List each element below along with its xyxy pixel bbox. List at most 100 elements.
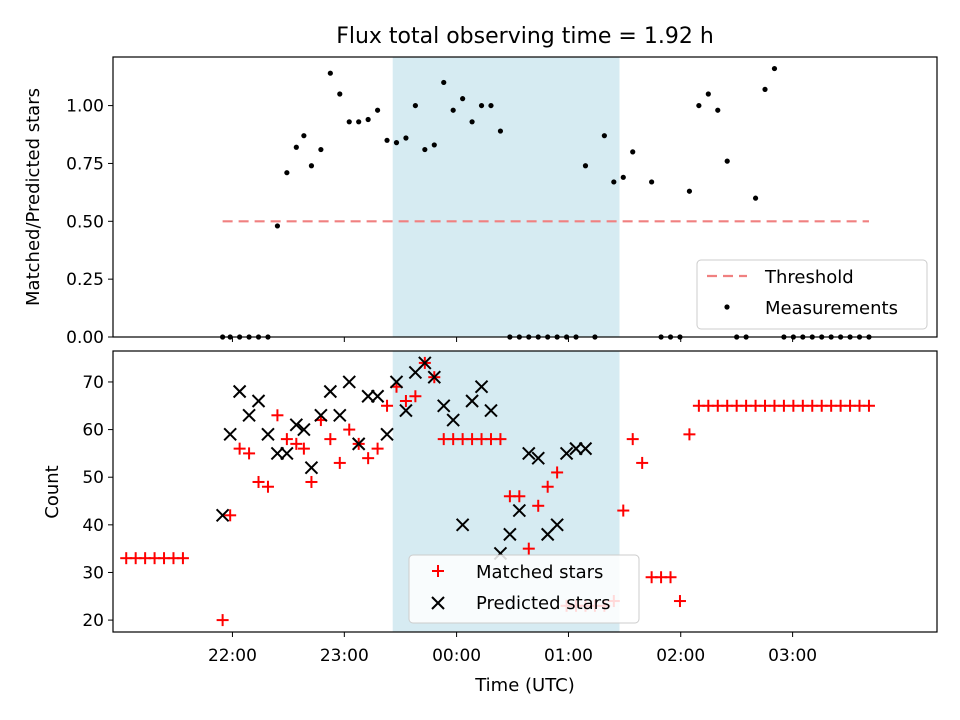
measurement-point bbox=[715, 107, 721, 113]
matched-star-point bbox=[532, 499, 545, 512]
bottom-ytick-label: 60 bbox=[82, 421, 104, 441]
predicted-star-point bbox=[304, 460, 319, 475]
top-ytick-label: 0.50 bbox=[66, 212, 104, 232]
bottom-ytick-label: 20 bbox=[82, 611, 104, 631]
measurement-point bbox=[346, 119, 352, 125]
matched-star-point bbox=[513, 490, 526, 503]
bottom-ytick-label: 70 bbox=[82, 373, 104, 393]
predicted-stars-points bbox=[215, 356, 593, 561]
measurement-point bbox=[611, 179, 617, 185]
predicted-star-point bbox=[323, 384, 338, 399]
predicted-star-point bbox=[437, 399, 451, 413]
legend-measurements-label: Measurements bbox=[765, 298, 898, 319]
predicted-star-point bbox=[251, 394, 266, 408]
measurement-point bbox=[431, 142, 437, 148]
top-shaded-span bbox=[392, 57, 620, 337]
measurement-point bbox=[384, 137, 390, 143]
measurement-point bbox=[469, 119, 475, 125]
predicted-star-point bbox=[289, 418, 304, 432]
predicted-star-point bbox=[370, 389, 385, 403]
measurement-point bbox=[696, 102, 702, 109]
measurement-point bbox=[308, 163, 315, 169]
predicted-star-point bbox=[484, 403, 498, 418]
matched-star-point bbox=[243, 447, 256, 460]
predicted-star-point bbox=[361, 389, 375, 403]
matched-star-point bbox=[683, 428, 696, 441]
measurement-point bbox=[460, 96, 466, 102]
measurement-point bbox=[337, 91, 343, 97]
measurement-point bbox=[274, 223, 281, 229]
matched-star-point bbox=[362, 452, 375, 465]
top-legend-frame bbox=[696, 259, 928, 330]
top-ticks: 0.00 0.25 0.50 0.75 1.00 bbox=[66, 97, 794, 348]
top-axes-frame bbox=[112, 56, 938, 338]
matched-star-point bbox=[626, 433, 639, 446]
predicted-star-point bbox=[270, 446, 285, 461]
bottom-ylabel: Count bbox=[42, 465, 63, 518]
predicted-star-point bbox=[297, 422, 311, 437]
measurement-point bbox=[327, 70, 333, 76]
matched-star-point bbox=[664, 571, 677, 584]
measurement-point bbox=[601, 133, 607, 139]
top-ytick-label: 1.00 bbox=[66, 97, 104, 117]
measurement-point bbox=[441, 79, 447, 86]
matched-star-point bbox=[862, 399, 875, 412]
measurement-point bbox=[374, 107, 381, 113]
predicted-star-point bbox=[427, 370, 441, 384]
bottom-axes: 20 30 40 50 60 70 22:00 23:00 00:00 01:00 02:00 03:… bbox=[42, 350, 938, 696]
measurement-point bbox=[356, 119, 362, 125]
legend-predicted-label: Predicted stars bbox=[476, 593, 610, 614]
predicted-star-point bbox=[261, 427, 275, 442]
measurement-point bbox=[771, 65, 778, 72]
matched-star-point bbox=[494, 433, 507, 446]
predicted-star-point bbox=[418, 356, 432, 370]
bottom-ytick-label: 50 bbox=[82, 468, 104, 488]
measurement-point bbox=[488, 102, 494, 109]
matched-star-point bbox=[261, 480, 274, 493]
top-ytick-label: 0.75 bbox=[66, 154, 104, 174]
matched-star-point bbox=[636, 456, 649, 469]
bottom-ytick-label: 40 bbox=[82, 516, 104, 536]
predicted-star-point bbox=[389, 375, 404, 389]
measurement-point bbox=[393, 140, 400, 146]
measurement-point bbox=[301, 133, 307, 139]
predicted-star-point bbox=[342, 375, 356, 389]
bottom-xtick-label: 23:00 bbox=[320, 646, 369, 666]
predicted-star-point bbox=[474, 380, 489, 394]
predicted-star-point bbox=[380, 427, 394, 442]
matched-star-point bbox=[290, 437, 303, 450]
predicted-star-point bbox=[569, 441, 583, 456]
measurement-point bbox=[284, 170, 290, 176]
bottom-xtick-label: 01:00 bbox=[544, 646, 593, 666]
measurement-point bbox=[403, 135, 409, 141]
measurement-point bbox=[762, 86, 768, 92]
legend-matched-label: Matched stars bbox=[476, 562, 603, 583]
top-ytick-label: 0.00 bbox=[66, 328, 104, 348]
bottom-xlabel: Time (UTC) bbox=[474, 675, 575, 696]
predicted-star-point bbox=[559, 446, 574, 461]
predicted-star-point bbox=[455, 518, 470, 532]
measurement-point bbox=[365, 116, 371, 123]
top-ytick-label: 0.25 bbox=[66, 270, 104, 290]
measurement-point bbox=[724, 158, 730, 164]
bottom-axes-frame bbox=[112, 350, 938, 633]
legend-matched-swatch bbox=[432, 565, 444, 577]
predicted-star-point bbox=[578, 441, 593, 456]
predicted-star-point bbox=[314, 408, 328, 423]
measurement-point bbox=[450, 107, 456, 113]
matched-star-point bbox=[297, 442, 310, 455]
measurement-point bbox=[478, 102, 485, 109]
predicted-star-point bbox=[465, 394, 479, 408]
predicted-star-point bbox=[446, 413, 460, 427]
matched-star-point bbox=[409, 390, 422, 403]
matched-star-point bbox=[617, 504, 630, 517]
measurement-point bbox=[582, 163, 589, 169]
predicted-star-point bbox=[351, 437, 366, 451]
matched-star-point bbox=[224, 509, 237, 522]
measurement-point bbox=[686, 188, 693, 194]
matched-star-point bbox=[305, 475, 318, 488]
matched-star-point bbox=[381, 399, 394, 412]
chart-title: Flux total observing time = 1.92 h bbox=[336, 24, 714, 49]
bottom-xtick-label: 00:00 bbox=[432, 646, 481, 666]
